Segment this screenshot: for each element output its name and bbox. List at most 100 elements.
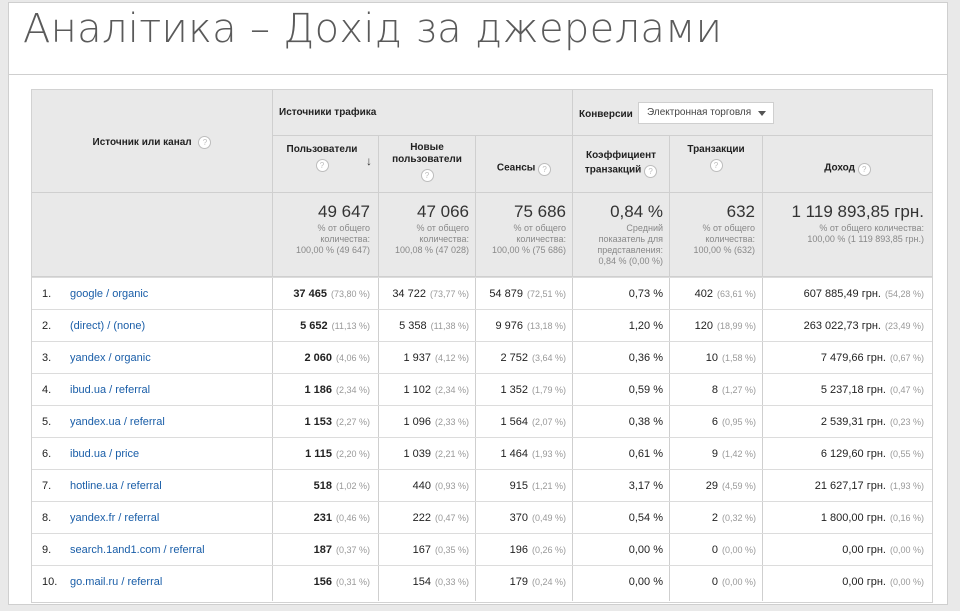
cell-percent: (18,99 %)	[716, 321, 756, 331]
table-row: 4. ibud.ua / referral 1 186 (2,34 %) 1 102 (2…	[32, 373, 932, 406]
row-rank: 3.	[42, 342, 66, 374]
cell-value: 6 129,60 грн.	[820, 448, 886, 460]
row-rank: 10.	[42, 566, 66, 598]
row-rank: 9.	[42, 534, 66, 566]
cell-value: 7.	[42, 480, 52, 492]
cell-percent: (2,27 %)	[335, 417, 370, 427]
cell-percent: (72,51 %)	[526, 289, 566, 299]
row-source-link[interactable]: search.1and1.com / referral	[70, 534, 270, 566]
cell-value: 1 937	[403, 352, 431, 364]
cell-value: 187	[313, 544, 332, 556]
cell-value: 2.	[42, 320, 52, 332]
page-title: Аналітика – Дохід за джерелами	[23, 6, 723, 52]
col-sessions[interactable]: Сеансы ?	[476, 160, 572, 176]
row-conversion-rate: 0,54 %	[573, 502, 663, 534]
row-new-users: 34 722 (73,77 %)	[379, 278, 469, 310]
row-new-users: 440 (0,93 %)	[379, 470, 469, 502]
row-revenue: 0,00 грн. (0,00 %)	[763, 566, 924, 598]
conversions-label: Конверсии	[579, 109, 633, 120]
row-source-link[interactable]: hotline.ua / referral	[70, 470, 270, 502]
col-revenue[interactable]: Доход ?	[763, 160, 932, 176]
row-sessions: 370 (0,49 %)	[476, 502, 566, 534]
cell-percent: (73,77 %)	[429, 289, 469, 299]
cell-value: 196	[509, 544, 528, 556]
row-users: 231 (0,46 %)	[280, 502, 370, 534]
cell-value: 1 352	[500, 384, 528, 396]
source-channel-link[interactable]: ibud.ua / referral	[70, 384, 151, 396]
cell-value: 1 464	[500, 448, 528, 460]
cell-value: 5.	[42, 416, 52, 428]
cell-value: 179	[509, 576, 528, 588]
row-sessions: 179 (0,24 %)	[476, 566, 566, 598]
row-users: 5 652 (11,13 %)	[280, 310, 370, 342]
col-new-users[interactable]: Новые пользователи ?	[392, 142, 462, 182]
help-icon[interactable]: ?	[857, 163, 871, 176]
source-channel-link[interactable]: search.1and1.com / referral	[70, 544, 205, 556]
total-transactions: 632 % от общего количества: 100,00 % (63…	[693, 202, 755, 255]
help-icon[interactable]: ?	[538, 163, 552, 176]
total-sessions: 75 686 % от общего количества: 100,00 % …	[491, 202, 566, 255]
cell-value: 1 153	[304, 416, 332, 428]
cell-value: 0	[711, 576, 718, 588]
help-icon[interactable]: ?	[420, 169, 434, 182]
row-source-link[interactable]: (direct) / (none)	[70, 310, 270, 342]
col-transactions[interactable]: Транзакции ?	[687, 144, 745, 172]
row-source-link[interactable]: go.mail.ru / referral	[70, 566, 270, 598]
source-channel-link[interactable]: (direct) / (none)	[70, 320, 146, 332]
source-channel-link[interactable]: yandex.fr / referral	[70, 512, 160, 524]
row-revenue: 607 885,49 грн. (54,28 %)	[763, 278, 924, 310]
table-row: 3. yandex / organic 2 060 (4,06 %) 1 937 (4,1…	[32, 341, 932, 374]
cell-value: 0,38 %	[628, 416, 663, 428]
source-channel-link[interactable]: yandex.ua / referral	[70, 416, 165, 428]
cell-percent: (1,21 %)	[531, 481, 566, 491]
cell-percent: (1,58 %)	[721, 353, 756, 363]
conversion-type-dropdown[interactable]: Электронная торговля	[638, 102, 774, 124]
cell-percent: (0,31 %)	[335, 577, 370, 587]
divider	[272, 135, 932, 136]
help-icon[interactable]: ?	[198, 136, 212, 149]
help-icon[interactable]: ?	[644, 165, 658, 178]
row-sessions: 9 976 (13,18 %)	[476, 310, 566, 342]
cell-value: 518	[313, 480, 332, 492]
cell-percent: (3,64 %)	[531, 353, 566, 363]
row-transactions: 2 (0,32 %)	[670, 502, 756, 534]
row-source-link[interactable]: yandex / organic	[70, 342, 270, 374]
cell-percent: (11,13 %)	[331, 321, 370, 331]
cell-percent: (73,80 %)	[330, 289, 370, 299]
cell-value: 1 115	[305, 448, 332, 460]
table-row: 1. google / organic 37 465 (73,80 %) 34 722(…	[32, 277, 932, 310]
cell-percent: (0,24 %)	[531, 577, 566, 587]
cell-percent: (54,28 %)	[884, 289, 924, 299]
row-source-link[interactable]: yandex.ua / referral	[70, 406, 270, 438]
cell-percent: (2,34 %)	[434, 385, 469, 395]
row-sessions: 1 352 (1,79 %)	[476, 374, 566, 406]
cell-value: 4.	[42, 384, 52, 396]
cell-value: 156	[313, 576, 332, 588]
divider	[475, 136, 476, 601]
row-source-link[interactable]: ibud.ua / price	[70, 438, 270, 470]
source-channel-link[interactable]: hotline.ua / referral	[70, 480, 162, 492]
sort-descending-icon[interactable]: ↓	[366, 154, 372, 168]
cell-value: 0,59 %	[628, 384, 663, 396]
cell-percent: (23,49 %)	[884, 321, 924, 331]
help-icon[interactable]: ?	[709, 159, 723, 172]
row-rank: 5.	[42, 406, 66, 438]
cell-percent: (2,21 %)	[434, 449, 469, 459]
source-channel-header[interactable]: Источник или канал ?	[32, 136, 272, 149]
help-icon[interactable]: ?	[315, 159, 329, 172]
source-channel-link[interactable]: ibud.ua / price	[70, 448, 140, 460]
analytics-table: Источник или канал ? Источники трафика К…	[31, 89, 933, 603]
row-source-link[interactable]: ibud.ua / referral	[70, 374, 270, 406]
source-channel-link[interactable]: google / organic	[70, 288, 149, 300]
row-source-link[interactable]: google / organic	[70, 278, 270, 310]
cell-value: 1 039	[403, 448, 431, 460]
cell-value: 3.	[42, 352, 52, 364]
traffic-sources-group: Источники трафика	[279, 107, 377, 118]
cell-value: 9	[711, 448, 718, 460]
col-conversion-rate[interactable]: Коэффициент транзакций ?	[584, 150, 658, 178]
total-revenue: 1 119 893,85 грн. % от общего количества…	[791, 202, 925, 244]
col-users[interactable]: Пользователи ?	[286, 144, 358, 172]
source-channel-link[interactable]: yandex / organic	[70, 352, 151, 364]
row-source-link[interactable]: yandex.fr / referral	[70, 502, 270, 534]
source-channel-link[interactable]: go.mail.ru / referral	[70, 576, 163, 588]
